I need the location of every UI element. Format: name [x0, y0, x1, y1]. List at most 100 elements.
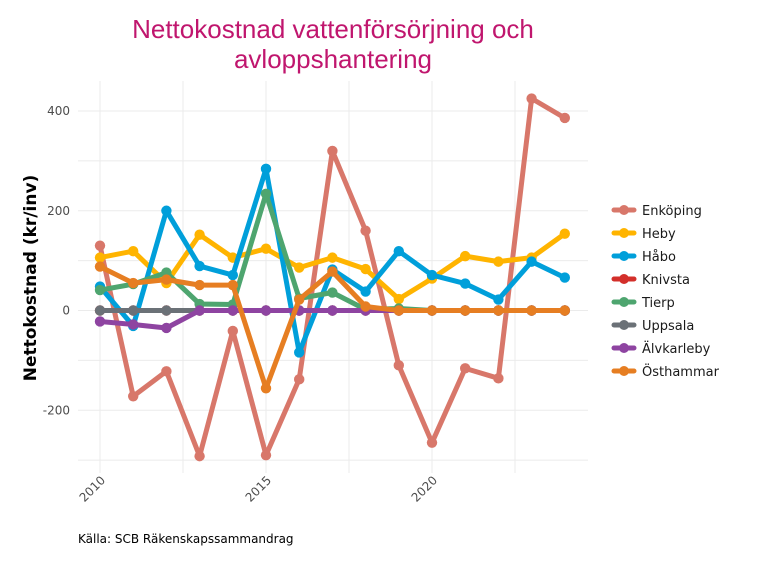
plot-series	[94, 93, 570, 462]
legend-item: Uppsala	[611, 319, 694, 334]
data-point	[393, 360, 404, 371]
data-point	[327, 266, 338, 277]
data-point	[294, 262, 305, 273]
data-point	[260, 383, 272, 394]
data-point	[327, 287, 338, 298]
legend-label: Enköping	[642, 204, 702, 219]
legend-key-point	[619, 251, 629, 261]
data-point	[161, 366, 172, 377]
legend-label: Håbo	[642, 250, 676, 265]
data-point	[128, 245, 139, 257]
chart-title-line-2: avloppshantering	[234, 44, 432, 74]
x-tick-label: 2015	[243, 473, 274, 504]
data-point	[227, 325, 238, 337]
legend-item: Östhammar	[611, 363, 720, 380]
data-point	[526, 256, 537, 267]
x-tick-label: 2010	[77, 473, 108, 504]
data-point	[460, 278, 471, 289]
data-point	[294, 294, 305, 305]
data-point	[161, 205, 172, 216]
y-tick-label: 400	[47, 104, 70, 118]
data-point	[460, 250, 471, 262]
data-point	[94, 261, 106, 272]
chart-title-line-1: Nettokostnad vattenförsörjning och	[132, 14, 534, 44]
data-point	[559, 112, 570, 124]
legend-label: Heby	[642, 227, 676, 242]
data-point	[460, 363, 471, 374]
data-point	[360, 225, 371, 236]
data-point	[94, 316, 106, 327]
data-point	[526, 93, 537, 104]
legend-key-point	[619, 343, 629, 353]
data-point	[227, 269, 238, 281]
legend-label: Östhammar	[642, 363, 720, 380]
data-point	[128, 391, 139, 402]
legend-label: Knivsta	[642, 273, 690, 288]
legend-label: Älvkarleby	[642, 341, 711, 357]
data-point	[426, 305, 438, 316]
data-point	[161, 322, 172, 334]
data-point	[493, 373, 504, 384]
y-axis-label: Nettokostnad (kr/inv)	[21, 175, 41, 382]
legend-item: Älvkarleby	[611, 341, 711, 357]
data-point	[260, 243, 272, 254]
data-point	[94, 305, 106, 316]
data-point	[128, 305, 139, 316]
legend-key-point	[619, 228, 629, 238]
data-point	[260, 188, 272, 199]
data-point	[327, 145, 338, 157]
data-point	[128, 319, 139, 330]
data-point	[260, 163, 272, 175]
data-point	[161, 274, 172, 285]
data-point	[559, 305, 570, 316]
series-östhammar	[94, 261, 570, 394]
caption: Källa: SCB Räkenskapssammandrag	[78, 532, 294, 546]
data-point	[559, 272, 570, 283]
data-point	[493, 256, 504, 267]
data-point	[426, 269, 438, 281]
data-point	[194, 305, 205, 316]
data-point	[94, 252, 106, 263]
data-point	[294, 347, 305, 358]
legend-key-point	[619, 274, 629, 284]
data-point	[493, 305, 504, 316]
data-point	[460, 305, 471, 316]
data-point	[161, 305, 172, 316]
data-point	[194, 450, 205, 462]
legend-item: Enköping	[611, 204, 702, 219]
data-point	[559, 228, 570, 239]
legend-item: Håbo	[611, 250, 676, 265]
x-tick-label: 2020	[409, 473, 440, 504]
chart-title: Nettokostnad vattenförsörjning och avlop…	[132, 14, 534, 74]
data-point	[194, 279, 205, 291]
legend: Enköping Heby Håbo Knivsta Tierp Uppsala Älvka…	[611, 204, 720, 380]
data-point	[360, 301, 371, 312]
data-point	[327, 305, 338, 316]
data-point	[294, 374, 305, 385]
data-point	[327, 252, 338, 263]
data-point	[260, 449, 272, 461]
data-point	[260, 305, 272, 316]
data-point	[227, 305, 238, 316]
data-point	[393, 305, 404, 316]
data-point	[360, 263, 371, 275]
legend-key-point	[619, 320, 629, 330]
y-tick-label: 0	[62, 304, 70, 318]
series-enköping	[94, 93, 570, 462]
legend-key-point	[619, 297, 629, 307]
data-point	[426, 437, 438, 448]
y-tick-label: 200	[47, 204, 70, 218]
data-point	[360, 286, 371, 297]
y-tick-label: -200	[43, 403, 70, 417]
data-point	[94, 240, 106, 251]
legend-key-point	[619, 366, 629, 376]
data-point	[227, 279, 238, 291]
legend-item: Heby	[611, 227, 676, 242]
data-point	[128, 277, 139, 289]
legend-item: Tierp	[611, 296, 675, 311]
data-point	[194, 229, 205, 240]
legend-key-point	[619, 205, 629, 215]
legend-item: Knivsta	[611, 273, 690, 288]
data-point	[393, 293, 404, 305]
